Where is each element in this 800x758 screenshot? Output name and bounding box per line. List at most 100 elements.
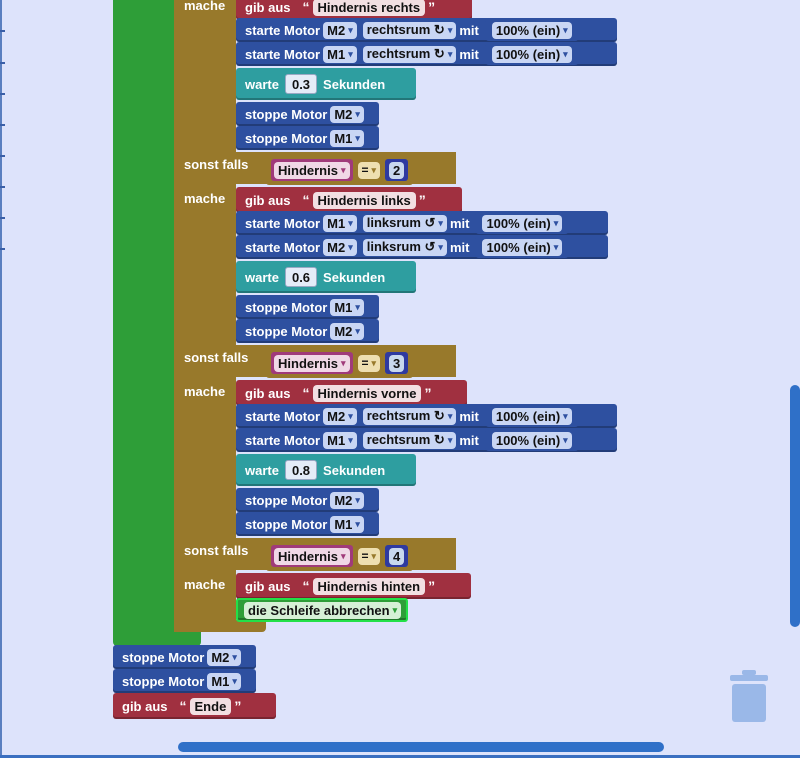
motor-dropdown[interactable]: M1 ▾ — [330, 298, 364, 316]
direction-dropdown[interactable]: rechtsrum ↻ ▾ — [362, 21, 457, 39]
speed-block[interactable]: 100% (ein) ▾ — [484, 19, 579, 41]
seconds-input[interactable]: 0.3 — [284, 74, 318, 94]
start-motor-block[interactable]: starte Motor M1 ▾ rechtsrum ↻ ▾ mit 100% (… — [236, 42, 617, 66]
print-text[interactable]: Ende — [189, 697, 232, 715]
print-block[interactable]: gib aus “ Hindernis vorne ” — [236, 380, 467, 406]
text-literal[interactable]: “ Hindernis vorne ” — [296, 382, 438, 404]
direction-dropdown[interactable]: rechtsrum ↻ ▾ — [362, 45, 457, 63]
speed-dropdown[interactable]: 100% (ein) ▾ — [482, 238, 563, 256]
seconds-input[interactable]: 0.8 — [284, 460, 318, 480]
motor-dropdown[interactable]: M2 ▾ — [323, 238, 357, 256]
start-motor-block[interactable]: starte Motor M1 ▾ rechtsrum ↻ ▾ mit 100% (… — [236, 428, 617, 452]
wait-block[interactable]: warte 0.8 Sekunden — [236, 454, 416, 486]
if-block-footer[interactable] — [174, 620, 266, 632]
motor-value: M1 — [334, 516, 353, 532]
speed-block[interactable]: 100% (ein) ▾ — [484, 429, 579, 451]
motor-dropdown[interactable]: M2 ▾ — [323, 407, 357, 425]
start-motor-block[interactable]: starte Motor M2 ▾ rechtsrum ↻ ▾ mit 100% (… — [236, 18, 617, 42]
speed-dropdown[interactable]: 100% (ein) ▾ — [491, 407, 572, 425]
number-block[interactable]: 3 — [385, 352, 409, 374]
speed-block[interactable]: 100% (ein) ▾ — [484, 43, 579, 65]
break-loop-block[interactable]: die Schleife abbrechen ▾ — [236, 598, 408, 622]
horizontal-scrollbar[interactable] — [178, 742, 664, 752]
motor-dropdown[interactable]: M2 ▾ — [330, 105, 364, 123]
motor-dropdown[interactable]: M2 ▾ — [330, 491, 364, 509]
loop-block-body[interactable] — [113, 0, 175, 636]
variable-dropdown[interactable]: Hindernis ▾ — [274, 547, 350, 565]
trash-icon[interactable] — [730, 670, 768, 722]
direction-dropdown[interactable]: rechtsrum ↻ ▾ — [362, 431, 457, 449]
print-block[interactable]: gib aus “ Hindernis links ” — [236, 187, 462, 213]
stop-motor-block[interactable]: stoppe Motor M1 ▾ — [113, 669, 256, 693]
motor-dropdown[interactable]: M2 ▾ — [207, 648, 241, 666]
motor-dropdown[interactable]: M1 ▾ — [330, 129, 364, 147]
print-block[interactable]: gib aus “ Ende ” — [113, 693, 276, 719]
speed-dropdown[interactable]: 100% (ein) ▾ — [482, 214, 563, 232]
motor-dropdown[interactable]: M1 ▾ — [323, 45, 357, 63]
number-block[interactable]: 2 — [385, 159, 409, 181]
speed-block[interactable]: 100% (ein) ▾ — [475, 212, 570, 234]
wait-block[interactable]: warte 0.6 Sekunden — [236, 261, 416, 293]
number-value[interactable]: 4 — [389, 547, 405, 565]
operator-dropdown[interactable]: = ▾ — [357, 161, 381, 179]
compare-block[interactable]: Hindernis ▾ = ▾ 4 — [266, 541, 414, 571]
speed-dropdown[interactable]: 100% (ein) ▾ — [491, 431, 572, 449]
start-motor-block[interactable]: starte Motor M1 ▾ linksrum ↺ ▾ mit 100% (e… — [236, 211, 608, 235]
start-motor-block[interactable]: starte Motor M2 ▾ rechtsrum ↻ ▾ mit 100% (… — [236, 404, 617, 428]
number-value[interactable]: 2 — [389, 161, 405, 179]
text-literal[interactable]: “ Hindernis rechts ” — [296, 0, 442, 18]
variable-block[interactable]: Hindernis ▾ — [271, 352, 353, 374]
open-quote-icon: “ — [302, 0, 310, 15]
operator-dropdown[interactable]: = ▾ — [357, 547, 381, 565]
compare-block[interactable]: Hindernis ▾ = ▾ 3 — [266, 348, 414, 378]
print-block[interactable]: gib aus “ Hindernis rechts ” — [236, 0, 472, 20]
number-block[interactable]: 4 — [385, 545, 409, 567]
print-block[interactable]: gib aus “ Hindernis hinten ” — [236, 573, 471, 599]
vertical-scrollbar[interactable] — [790, 385, 800, 627]
text-literal[interactable]: “ Ende ” — [173, 695, 248, 717]
motor-value: M1 — [327, 432, 346, 448]
seconds-input[interactable]: 0.6 — [284, 267, 318, 287]
compare-block[interactable]: Hindernis ▾ = ▾ 2 — [266, 155, 414, 185]
stop-motor-block[interactable]: stoppe Motor M2 ▾ — [236, 488, 379, 512]
wait-block[interactable]: warte 0.3 Sekunden — [236, 68, 416, 100]
print-text[interactable]: Hindernis hinten — [312, 577, 426, 595]
direction-dropdown[interactable]: linksrum ↺ ▾ — [362, 214, 447, 232]
loop-block-footer[interactable] — [113, 632, 201, 646]
operator-dropdown[interactable]: = ▾ — [357, 354, 381, 372]
text-literal[interactable]: “ Hindernis hinten ” — [296, 575, 442, 597]
chevron-down-icon: ▾ — [355, 301, 360, 312]
variable-dropdown[interactable]: Hindernis ▾ — [274, 161, 350, 179]
motor-dropdown[interactable]: M2 ▾ — [330, 322, 364, 340]
motor-dropdown[interactable]: M1 ▾ — [323, 431, 357, 449]
speed-dropdown[interactable]: 100% (ein) ▾ — [491, 21, 572, 39]
motor-dropdown[interactable]: M2 ▾ — [323, 21, 357, 39]
motor-dropdown[interactable]: M1 ▾ — [330, 515, 364, 533]
text-literal[interactable]: “ Hindernis links ” — [296, 189, 432, 211]
stop-motor-block[interactable]: stoppe Motor M2 ▾ — [113, 645, 256, 669]
stop-motor-block[interactable]: stoppe Motor M2 ▾ — [236, 102, 379, 126]
stop-motor-block[interactable]: stoppe Motor M1 ▾ — [236, 512, 379, 536]
stop-motor-block[interactable]: stoppe Motor M1 ▾ — [236, 126, 379, 150]
speed-block[interactable]: 100% (ein) ▾ — [484, 405, 579, 427]
direction-dropdown[interactable]: rechtsrum ↻ ▾ — [362, 407, 457, 425]
motor-dropdown[interactable]: M1 ▾ — [323, 214, 357, 232]
wait-label: warte — [245, 269, 279, 285]
print-text[interactable]: Hindernis vorne — [312, 384, 422, 402]
number-value[interactable]: 3 — [389, 354, 405, 372]
if-block-body[interactable] — [174, 0, 236, 632]
direction-dropdown[interactable]: linksrum ↺ ▾ — [362, 238, 447, 256]
motor-dropdown[interactable]: M1 ▾ — [207, 672, 241, 690]
print-text[interactable]: Hindernis links — [312, 191, 416, 209]
variable-dropdown[interactable]: Hindernis ▾ — [274, 354, 350, 372]
break-dropdown[interactable]: die Schleife abbrechen ▾ — [244, 601, 402, 619]
variable-block[interactable]: Hindernis ▾ — [271, 545, 353, 567]
stop-motor-block[interactable]: stoppe Motor M2 ▾ — [236, 319, 379, 343]
print-text[interactable]: Hindernis rechts — [312, 0, 426, 16]
speed-dropdown[interactable]: 100% (ein) ▾ — [491, 45, 572, 63]
speed-block[interactable]: 100% (ein) ▾ — [475, 236, 570, 258]
stop-motor-block[interactable]: stoppe Motor M1 ▾ — [236, 295, 379, 319]
start-motor-block[interactable]: starte Motor M2 ▾ linksrum ↺ ▾ mit 100% (e… — [236, 235, 608, 259]
variable-block[interactable]: Hindernis ▾ — [271, 159, 353, 181]
